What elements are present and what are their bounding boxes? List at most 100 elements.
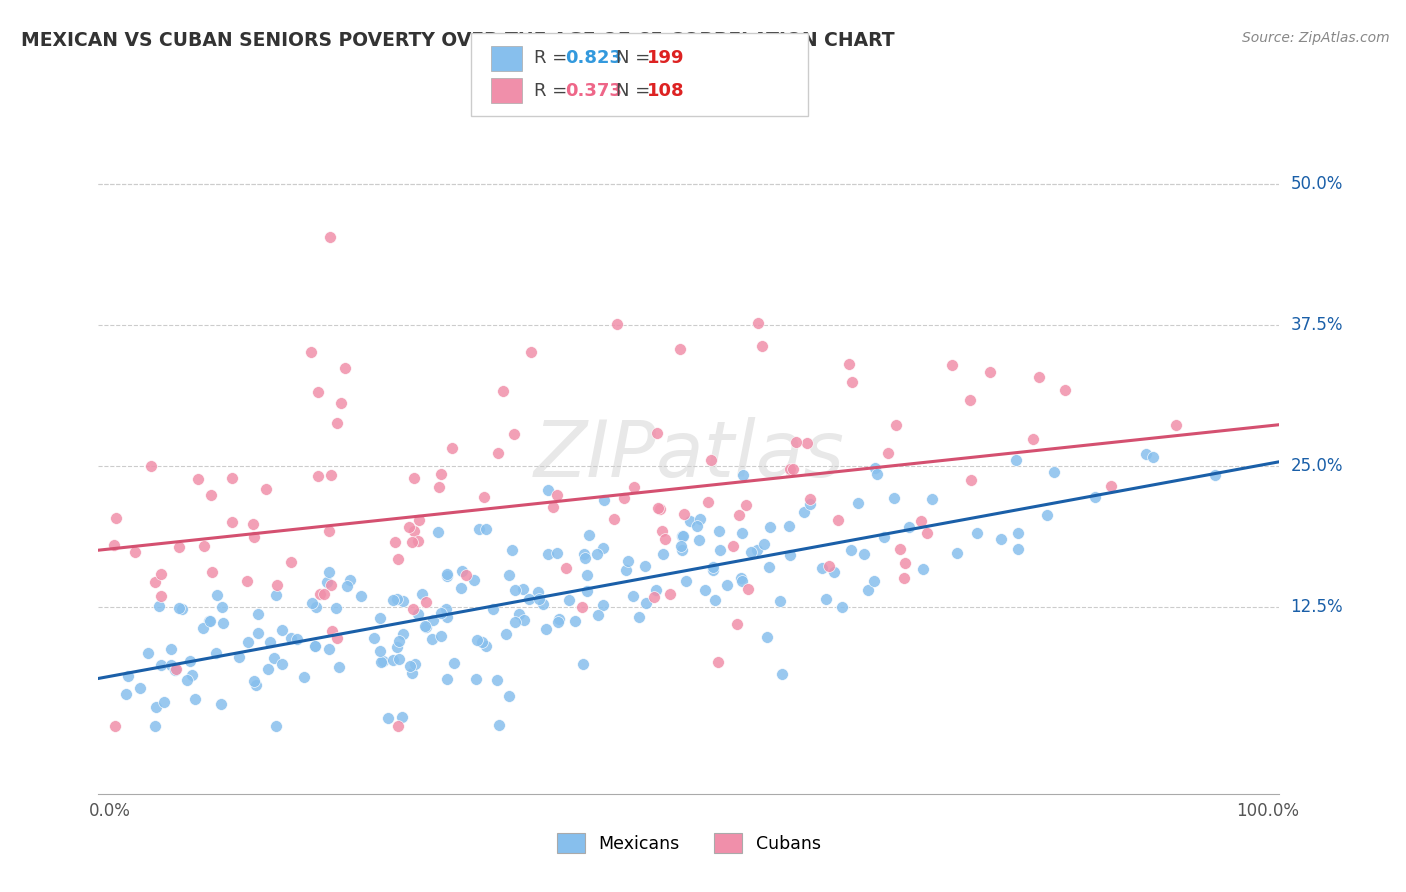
Point xyxy=(475,522,498,536)
Point xyxy=(430,467,453,482)
Point xyxy=(730,571,752,585)
Point xyxy=(427,480,450,494)
Point xyxy=(658,587,681,601)
Point xyxy=(280,555,302,569)
Point xyxy=(392,593,415,607)
Point xyxy=(557,593,579,607)
Point xyxy=(512,582,534,596)
Point xyxy=(481,602,503,616)
Point xyxy=(689,512,711,526)
Point xyxy=(770,667,793,681)
Point xyxy=(193,539,215,553)
Point xyxy=(314,587,336,601)
Point xyxy=(709,524,731,539)
Point xyxy=(758,560,780,574)
Point xyxy=(271,623,294,637)
Point xyxy=(475,640,498,654)
Point xyxy=(103,538,125,552)
Point xyxy=(468,522,491,536)
Point xyxy=(415,594,437,608)
Point xyxy=(368,643,391,657)
Point xyxy=(415,620,437,634)
Point xyxy=(1084,490,1107,504)
Point xyxy=(533,598,555,612)
Point xyxy=(548,612,571,626)
Point xyxy=(257,662,280,676)
Point xyxy=(505,583,527,598)
Point xyxy=(263,650,285,665)
Point xyxy=(167,540,190,554)
Point xyxy=(150,589,173,603)
Point xyxy=(436,610,458,624)
Point xyxy=(145,719,167,733)
Point xyxy=(1007,525,1029,540)
Point xyxy=(1043,465,1066,479)
Point xyxy=(209,697,232,711)
Point xyxy=(472,490,495,504)
Point xyxy=(398,520,420,534)
Point xyxy=(586,607,609,622)
Point xyxy=(408,513,430,527)
Point xyxy=(782,462,804,476)
Point xyxy=(404,524,426,538)
Point xyxy=(546,488,568,502)
Point xyxy=(211,599,233,614)
Point xyxy=(669,539,692,553)
Point xyxy=(697,495,720,509)
Point xyxy=(391,710,413,724)
Text: 0.823: 0.823 xyxy=(565,49,623,67)
Point xyxy=(779,519,801,533)
Point xyxy=(381,653,404,667)
Point xyxy=(451,564,474,578)
Point xyxy=(866,467,889,482)
Point xyxy=(319,229,342,244)
Point xyxy=(326,632,349,646)
Point xyxy=(170,602,193,616)
Point xyxy=(614,563,637,577)
Point xyxy=(702,559,724,574)
Point xyxy=(799,492,821,507)
Point xyxy=(401,665,423,680)
Point xyxy=(793,505,815,519)
Point xyxy=(402,602,425,616)
Point xyxy=(707,655,730,669)
Point xyxy=(585,548,607,562)
Point xyxy=(810,561,832,575)
Point xyxy=(103,719,125,733)
Point xyxy=(392,627,415,641)
Point xyxy=(456,568,478,582)
Point xyxy=(304,640,326,654)
Point xyxy=(745,542,768,557)
Point xyxy=(578,528,600,542)
Point xyxy=(382,593,405,607)
Text: Source: ZipAtlas.com: Source: ZipAtlas.com xyxy=(1241,31,1389,45)
Point xyxy=(673,507,696,521)
Point xyxy=(498,689,520,703)
Point xyxy=(266,578,288,592)
Point xyxy=(752,536,775,550)
Point xyxy=(307,384,329,399)
Point xyxy=(636,596,658,610)
Point xyxy=(321,624,343,638)
Point xyxy=(571,600,593,615)
Point xyxy=(725,617,748,632)
Point xyxy=(592,598,614,612)
Point xyxy=(768,594,790,608)
Point xyxy=(242,516,264,531)
Point xyxy=(883,491,905,506)
Point xyxy=(1135,447,1157,461)
Text: 12.5%: 12.5% xyxy=(1291,599,1343,616)
Point xyxy=(643,590,665,604)
Point xyxy=(463,574,485,588)
Point xyxy=(371,654,394,668)
Point xyxy=(966,526,988,541)
Point xyxy=(115,687,138,701)
Point xyxy=(422,613,444,627)
Point xyxy=(755,630,778,644)
Point xyxy=(547,615,569,630)
Point xyxy=(328,660,350,674)
Point xyxy=(436,566,458,581)
Point xyxy=(751,339,773,353)
Point xyxy=(520,344,543,359)
Point xyxy=(305,600,328,615)
